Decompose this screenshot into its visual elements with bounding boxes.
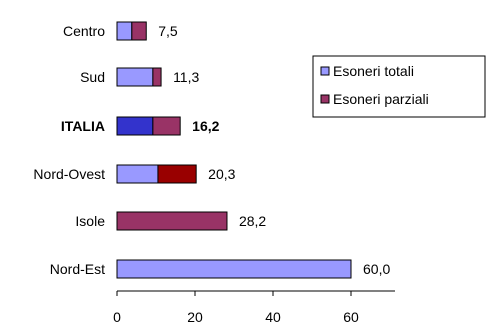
bar-italia-esoneri-parziali bbox=[152, 116, 181, 136]
legend-swatch-esoneri-parziali bbox=[320, 94, 330, 104]
category-label-sud: Sud bbox=[80, 69, 105, 85]
legend-label-esoneri-parziali: Esoneri parziali bbox=[333, 91, 429, 107]
x-tick-label-20: 20 bbox=[187, 309, 203, 325]
category-label-italia: ITALIA bbox=[61, 118, 105, 134]
bar-nord-est-esoneri-totali bbox=[116, 259, 352, 279]
legend: Esoneri totali Esoneri parziali bbox=[312, 55, 486, 118]
legend-box bbox=[312, 55, 486, 118]
data-label-italia: 16,2 bbox=[192, 118, 219, 134]
x-tick-label-0: 0 bbox=[113, 309, 121, 325]
x-axis-ticks: 0 20 40 60 bbox=[113, 291, 359, 325]
bar-sud-esoneri-totali bbox=[116, 67, 154, 87]
data-label-isole: 28,2 bbox=[239, 213, 266, 229]
data-labels: 7,5 11,3 16,2 20,3 28,2 60,0 bbox=[158, 23, 390, 277]
bar-isole-esoneri-parziali bbox=[116, 211, 228, 231]
bars-group bbox=[116, 21, 352, 279]
category-label-nord-ovest: Nord-Ovest bbox=[33, 166, 105, 182]
x-tick-label-60: 60 bbox=[343, 309, 359, 325]
data-label-nord-ovest: 20,3 bbox=[208, 166, 235, 182]
category-label-centro: Centro bbox=[63, 23, 105, 39]
data-label-sud: 11,3 bbox=[173, 69, 199, 85]
category-labels: Centro Sud ITALIA Nord-Ovest Isole Nord-Est bbox=[33, 23, 105, 277]
category-label-isole: Isole bbox=[75, 213, 105, 229]
data-label-nord-est: 60,0 bbox=[363, 261, 390, 277]
bar-italia-esoneri-totali bbox=[116, 116, 154, 136]
category-label-nord-est: Nord-Est bbox=[50, 261, 105, 277]
data-label-centro: 7,5 bbox=[158, 23, 178, 39]
bar-nord-ovest-esoneri-totali bbox=[116, 164, 159, 184]
bar-sud-esoneri-parziali bbox=[152, 67, 162, 87]
legend-swatch-esoneri-totali bbox=[320, 66, 330, 76]
x-tick-label-40: 40 bbox=[265, 309, 281, 325]
bar-centro-esoneri-totali bbox=[116, 21, 133, 41]
bar-centro-esoneri-parziali bbox=[131, 21, 147, 41]
bar-nord-ovest-esoneri-parziali bbox=[157, 164, 197, 184]
legend-label-esoneri-totali: Esoneri totali bbox=[333, 63, 414, 79]
